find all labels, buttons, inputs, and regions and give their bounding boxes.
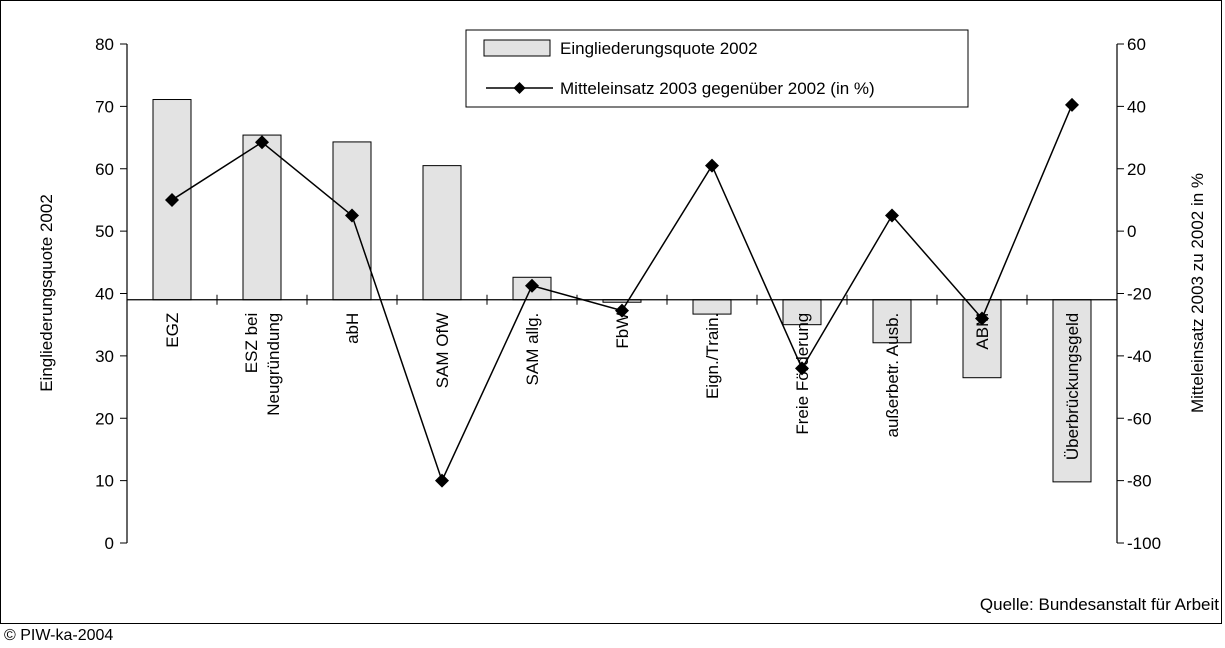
category-label: ABM: [973, 313, 992, 350]
line-point-marker: [165, 192, 179, 207]
y-right-tick-label: 60: [1127, 35, 1146, 54]
category-label-line: ABM: [973, 313, 992, 350]
line-point-marker: [795, 361, 809, 376]
legend-diamond-marker: [513, 82, 526, 94]
y-left-tick-label: 20: [95, 409, 114, 428]
copyright-note: © PIW-ka-2004: [4, 627, 114, 644]
y-right-tick-label: 40: [1127, 97, 1146, 116]
y-right-tick-label: -40: [1127, 347, 1152, 366]
y-left-tick-label: 70: [95, 97, 114, 116]
chart-frame: [0, 0, 1222, 624]
line-point-marker: [435, 473, 449, 488]
category-label: außerbetr. Ausb.: [883, 313, 902, 438]
y-left-tick-label: 50: [95, 222, 114, 241]
bar: [782, 299, 822, 326]
category-labels-layer: EGZ ESZ bei Neugründung abH SAM OfW SAM allg.…: [163, 313, 1082, 460]
category-label: Eign./Train.: [703, 313, 722, 399]
y-axis-right-label: Mitteleinsatz 2003 zu 2002 in %: [1188, 173, 1207, 413]
line-point-marker: [345, 208, 359, 223]
y-left-tick-label: 0: [105, 534, 114, 553]
category-label-line: außerbetr. Ausb.: [883, 313, 902, 438]
y-right-tick-label: -80: [1127, 472, 1152, 491]
y-right-tick-label: -100: [1127, 534, 1161, 553]
category-label-line: Eign./Train.: [703, 313, 722, 399]
bar: [692, 299, 732, 315]
axes-layer: 0 10 20 30 40 50 60 70 80 -100 -80 -60 -40 -20 0 20 40 60: [95, 35, 1161, 553]
category-label-line: SAM allg.: [523, 313, 542, 386]
source-note: Quelle: Bundesanstalt für Arbeit: [979, 595, 1219, 614]
category-label-line: Neugründung: [264, 313, 283, 416]
line-point-marker: [885, 208, 899, 223]
bar: [1052, 299, 1092, 483]
y-left-tick-label: 30: [95, 347, 114, 366]
bars-layer: [152, 99, 1092, 483]
category-label-line: SAM OfW: [433, 313, 452, 389]
category-label-line: FbW: [613, 313, 632, 349]
y-right-tick-label: -60: [1127, 409, 1152, 428]
y-right-tick-label: 0: [1127, 222, 1136, 241]
legend-bar-swatch: [483, 39, 551, 57]
y-left-tick-label: 10: [95, 472, 114, 491]
legend: Eingliederungsquote 2002 Mitteleinsatz 2…: [465, 29, 969, 108]
category-label: Überbrückungsgeld: [1063, 313, 1082, 460]
category-label: FbW: [613, 313, 632, 349]
category-label: EGZ: [163, 313, 182, 348]
legend-label-line: Mitteleinsatz 2003 gegenüber 2002 (in %): [560, 79, 875, 98]
line-point-marker: [975, 311, 989, 326]
legend-label-bars: Eingliederungsquote 2002: [560, 39, 758, 58]
category-label-line: ESZ bei: [242, 313, 261, 373]
category-label: abH: [343, 313, 362, 344]
line-point-marker: [705, 158, 719, 173]
line-point-marker: [255, 135, 269, 150]
y-left-tick-label: 40: [95, 285, 114, 304]
category-label-line: EGZ: [163, 313, 182, 348]
category-label-line: abH: [343, 313, 362, 344]
category-label: SAM OfW: [433, 313, 452, 389]
category-label-line: Überbrückungsgeld: [1063, 313, 1082, 460]
category-label: ESZ bei Neugründung: [242, 313, 283, 416]
line-point-marker: [1065, 97, 1079, 112]
bar: [422, 165, 462, 301]
y-right-tick-label: 20: [1127, 160, 1146, 179]
line-series-layer: [165, 97, 1079, 488]
chart-svg: 0 10 20 30 40 50 60 70 80 -100 -80 -60 -40 -20 0 20 40 60…: [37, 29, 1207, 553]
y-left-tick-label: 80: [95, 35, 114, 54]
line-point-marker: [525, 278, 539, 293]
line-point-marker: [615, 303, 629, 318]
y-right-tick-label: -20: [1127, 285, 1152, 304]
bar: [242, 134, 282, 301]
line-series-path: [171, 104, 1073, 483]
category-label: SAM allg.: [523, 313, 542, 386]
y-axis-left-label: Eingliederungsquote 2002: [37, 194, 56, 392]
y-left-tick-label: 60: [95, 160, 114, 179]
